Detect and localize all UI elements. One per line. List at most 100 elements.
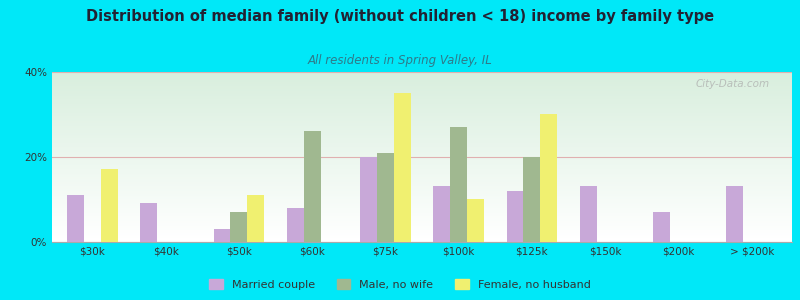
Bar [52, 135, 792, 137]
Bar [52, 126, 792, 128]
Bar [52, 197, 792, 199]
Bar [52, 109, 792, 111]
Bar [52, 162, 792, 164]
Bar [52, 218, 792, 220]
Legend: Married couple, Male, no wife, Female, no husband: Married couple, Male, no wife, Female, n… [205, 275, 595, 294]
Bar [52, 174, 792, 176]
Bar [653, 212, 670, 242]
Bar [52, 145, 792, 147]
Bar [52, 238, 792, 240]
Bar [52, 72, 792, 74]
Bar [52, 213, 792, 214]
Bar [52, 189, 792, 191]
Bar [52, 201, 792, 203]
Bar [52, 214, 792, 216]
Text: All residents in Spring Valley, IL: All residents in Spring Valley, IL [308, 54, 492, 67]
Bar [52, 119, 792, 121]
Bar [467, 199, 484, 242]
Bar [52, 99, 792, 101]
Bar [52, 176, 792, 177]
Bar [52, 89, 792, 91]
Bar [52, 128, 792, 130]
Bar [360, 157, 377, 242]
Bar [52, 92, 792, 94]
Bar [214, 229, 230, 242]
Bar [52, 140, 792, 142]
Bar [287, 208, 304, 242]
Bar [726, 186, 743, 242]
Bar [247, 195, 264, 242]
Text: Distribution of median family (without children < 18) income by family type: Distribution of median family (without c… [86, 9, 714, 24]
Bar [52, 191, 792, 192]
Bar [52, 226, 792, 228]
Bar [52, 204, 792, 206]
Bar [52, 164, 792, 165]
Bar [52, 113, 792, 114]
Bar [52, 157, 792, 158]
Bar [52, 75, 792, 77]
Bar [506, 191, 523, 242]
Bar [52, 143, 792, 145]
Bar [52, 153, 792, 155]
Bar [52, 211, 792, 213]
Bar [52, 152, 792, 153]
Bar [52, 186, 792, 187]
Bar [52, 170, 792, 172]
Bar [52, 85, 792, 87]
Bar [52, 82, 792, 84]
Bar [52, 84, 792, 86]
Bar [52, 150, 792, 152]
Bar [52, 223, 792, 224]
Bar [52, 133, 792, 135]
Bar [67, 195, 84, 242]
Bar [52, 209, 792, 211]
Bar [52, 184, 792, 186]
Bar [52, 77, 792, 79]
Bar [52, 118, 792, 119]
Bar [52, 108, 792, 109]
Bar [52, 123, 792, 124]
Bar [52, 182, 792, 184]
Bar [52, 221, 792, 223]
Bar [52, 116, 792, 118]
Bar [52, 111, 792, 113]
Bar [52, 230, 792, 231]
Bar [52, 142, 792, 143]
Bar [52, 87, 792, 89]
Bar [304, 131, 321, 242]
Bar [52, 177, 792, 179]
Bar [52, 172, 792, 174]
Bar [52, 220, 792, 221]
Text: City-Data.com: City-Data.com [696, 79, 770, 89]
Bar [52, 124, 792, 126]
Bar [52, 148, 792, 150]
Bar [52, 98, 792, 99]
Bar [434, 186, 450, 242]
Bar [52, 187, 792, 189]
Bar [52, 165, 792, 167]
Bar [377, 152, 394, 242]
Bar [52, 169, 792, 170]
Bar [52, 235, 792, 236]
Bar [52, 138, 792, 140]
Bar [580, 186, 597, 242]
Bar [52, 121, 792, 123]
Bar [52, 158, 792, 160]
Bar [52, 202, 792, 204]
Bar [52, 206, 792, 208]
Bar [52, 233, 792, 235]
Bar [52, 240, 792, 242]
Bar [52, 130, 792, 131]
Bar [52, 106, 792, 108]
Bar [52, 131, 792, 133]
Bar [52, 216, 792, 218]
Bar [52, 236, 792, 238]
Bar [52, 103, 792, 104]
Bar [52, 79, 792, 80]
Bar [52, 224, 792, 226]
Bar [52, 179, 792, 181]
Bar [52, 114, 792, 116]
Bar [52, 208, 792, 209]
Bar [52, 160, 792, 162]
Bar [52, 199, 792, 201]
